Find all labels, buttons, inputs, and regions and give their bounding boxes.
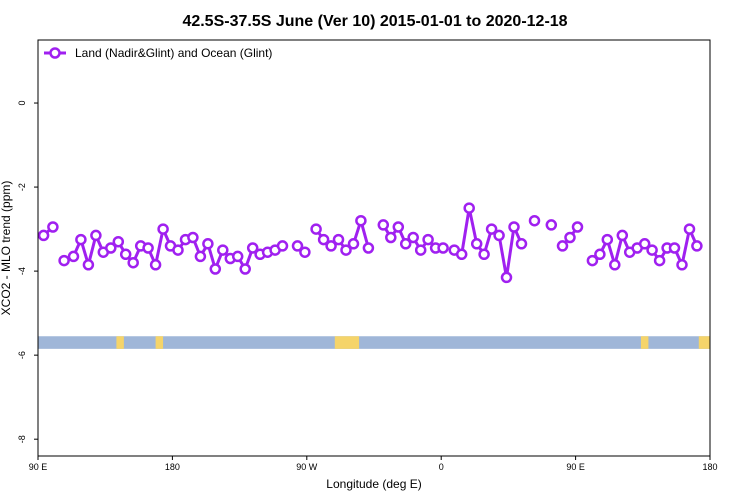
data-point: [37, 229, 50, 242]
data-point: [377, 219, 390, 231]
data-point: [407, 231, 419, 244]
data-point: [317, 233, 330, 246]
data-point: [325, 240, 337, 252]
data-point: [90, 229, 102, 242]
data-point: [58, 254, 70, 267]
data-point: [340, 244, 352, 256]
data-point: [142, 242, 154, 254]
data-point: [463, 202, 475, 214]
land-band-patch: [334, 336, 360, 349]
data-point: [683, 223, 696, 235]
x-tick-label: 0: [439, 462, 444, 472]
data-point: [276, 240, 289, 252]
data-point: [586, 254, 599, 267]
x-axis-label: Longitude (deg E): [326, 477, 421, 491]
y-tick-label: -4: [17, 267, 27, 275]
land-band-patch: [116, 336, 124, 349]
legend-label: Land (Nadir&Glint) and Ocean (Glint): [75, 46, 272, 60]
data-point: [676, 259, 688, 271]
data-point: [187, 231, 199, 244]
data-point: [601, 233, 614, 246]
data-point: [455, 248, 468, 261]
y-tick-label: -2: [17, 183, 27, 191]
data-point: [478, 248, 490, 261]
data-point: [202, 238, 214, 250]
data-point: [194, 250, 207, 263]
data-point: [609, 259, 621, 271]
chart-title: 42.5S-37.5S June (Ver 10) 2015-01-01 to …: [182, 13, 567, 30]
ocean-band: [38, 336, 710, 349]
data-point: [355, 214, 367, 227]
y-tick-label: -8: [17, 435, 27, 443]
data-point: [470, 238, 483, 250]
land-band-patch: [640, 336, 649, 349]
y-axis-label: XCO2 - MLO trend (ppm): [0, 181, 13, 316]
data-point: [362, 242, 375, 254]
data-point: [157, 223, 169, 235]
plot-frame: [37, 39, 711, 457]
data-point: [515, 238, 528, 250]
data-point: [127, 256, 139, 269]
x-tick-label: 90 E: [566, 462, 585, 472]
data-point: [105, 242, 117, 254]
x-tick-label: 180: [702, 462, 717, 472]
data-point: [653, 254, 666, 267]
data-point: [239, 263, 251, 275]
y-tick-label: 0: [17, 101, 27, 106]
data-point: [392, 221, 405, 233]
data-point: [594, 248, 606, 261]
data-point: [47, 221, 59, 233]
x-tick-label: 180: [165, 462, 180, 472]
data-point: [67, 250, 80, 263]
data-point: [668, 242, 681, 254]
data-point: [646, 244, 658, 256]
x-tick-label: 90 W: [296, 462, 318, 472]
data-point: [545, 219, 558, 231]
data-point: [291, 240, 304, 252]
data-point: [616, 229, 629, 242]
data-point: [75, 233, 87, 246]
y-tick-label: -6: [17, 351, 27, 359]
x-tick-label: 90 E: [29, 462, 48, 472]
surface-band: [38, 336, 710, 349]
data-point: [571, 221, 584, 233]
data-point: [399, 238, 412, 250]
data-point: [691, 240, 703, 252]
data-point: [493, 229, 505, 242]
data-point: [209, 263, 222, 275]
legend: Land (Nadir&Glint) and Ocean (Glint): [44, 46, 272, 60]
data-series: [37, 202, 703, 284]
legend-marker-swatch: [49, 47, 61, 59]
data-point: [231, 250, 244, 263]
data-point: [332, 233, 345, 246]
data-point: [112, 235, 125, 248]
data-point: [172, 244, 184, 256]
data-point: [385, 231, 397, 244]
data-point: [119, 248, 132, 261]
land-band-patch: [698, 336, 710, 349]
data-point: [556, 240, 569, 252]
data-point: [347, 238, 360, 250]
data-point: [500, 271, 513, 284]
data-point: [310, 223, 322, 235]
data-point: [638, 238, 651, 250]
data-point: [217, 244, 229, 256]
data-point: [422, 233, 434, 246]
data-point: [508, 221, 520, 233]
data-point: [437, 242, 449, 254]
data-point: [299, 246, 311, 258]
data-point: [528, 214, 541, 227]
data-point: [82, 259, 95, 271]
land-band-patch: [155, 336, 164, 349]
data-point: [246, 242, 259, 254]
data-point: [414, 244, 427, 256]
series-line-segment: [453, 206, 523, 279]
x-axis: 90 E 180 90 W 0 90 E 180: [29, 456, 718, 472]
data-point: [485, 223, 498, 235]
data-point: [564, 231, 576, 244]
y-axis: 0 -2 -4 -6 -8: [17, 101, 38, 443]
data-point: [149, 259, 162, 271]
